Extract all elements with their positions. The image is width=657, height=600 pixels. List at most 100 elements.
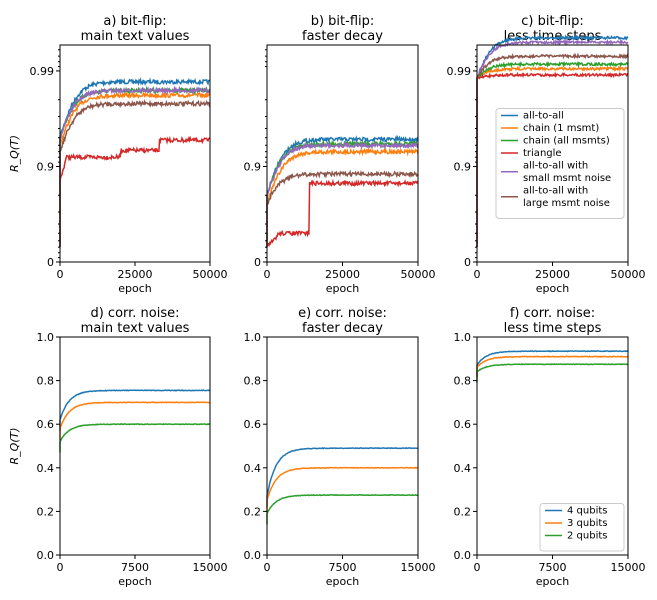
chart-subtitle: main text values <box>81 29 190 44</box>
legend-label: all-to-all with <box>523 186 588 197</box>
x-tick-label: 0 <box>57 561 64 574</box>
x-tick-label: 50000 <box>401 268 436 281</box>
plot-frame <box>59 336 211 556</box>
series-line-triangle <box>266 178 419 248</box>
y-tick-label: 0 <box>254 256 261 269</box>
y-axis-label: R_Q(T) <box>8 135 21 172</box>
x-tick-label: 0 <box>474 561 481 574</box>
x-tick-label: 25000 <box>535 268 570 281</box>
y-tick-label: 0.4 <box>37 462 55 475</box>
y-tick-label: 0 <box>464 256 471 269</box>
x-axis-label: epoch <box>326 575 360 588</box>
series-line-all-to-all-with-small-msmt-noise <box>266 140 419 247</box>
legend-box <box>495 108 625 219</box>
x-axis-label: epoch <box>326 282 360 295</box>
chart-subtitle: less time steps <box>504 321 602 336</box>
legend-label: chain (all msmts) <box>523 136 610 147</box>
y-tick-label: 0.9 <box>37 160 55 173</box>
panel-f: f) corr. noise:less time steps 0 7500 15000… <box>454 306 646 588</box>
series-line-chain-1-msmt- <box>59 91 211 247</box>
series-line-4-qubits <box>476 349 629 377</box>
legend-box <box>539 503 625 552</box>
series-line-chain-all-msmts- <box>476 60 629 247</box>
series-line-2-qubits <box>266 493 418 525</box>
series-line-all-to-all <box>266 134 419 247</box>
y-tick-label: 1.0 <box>37 331 55 344</box>
x-tick-label: 50000 <box>611 268 646 281</box>
series-line-4-qubits <box>266 447 419 507</box>
chart-subtitle: main text values <box>81 321 190 336</box>
series-line-3-qubits <box>266 466 419 512</box>
x-tick-label: 25000 <box>118 268 153 281</box>
y-tick-label: 0.2 <box>454 505 472 518</box>
series-line-all-to-all <box>59 76 211 247</box>
legend-label: 3 qubits <box>567 518 607 529</box>
x-axis-label: epoch <box>536 575 570 588</box>
legend-label: 4 qubits <box>567 506 607 517</box>
chart-title: d) corr. noise: <box>90 306 179 321</box>
y-tick-label: 0 <box>47 256 54 269</box>
series-line-triangle <box>476 71 629 247</box>
x-tick-label: 0 <box>264 561 271 574</box>
legend-label: large msmt noise <box>523 198 610 209</box>
chart-subtitle: faster decay <box>302 29 383 44</box>
x-axis-label: epoch <box>118 575 152 588</box>
x-axis-label: epoch <box>536 282 570 295</box>
chart-title: e) corr. noise: <box>298 306 387 321</box>
y-tick-label: 0.99 <box>447 65 472 78</box>
y-tick-label: 0.0 <box>37 549 55 562</box>
series-line-chain-1-msmt- <box>266 146 419 247</box>
x-tick-label: 15000 <box>401 561 436 574</box>
series-line-all-to-all-with-large-msmt-noise <box>266 169 419 247</box>
y-tick-label: 0.2 <box>37 505 55 518</box>
series-line-chain-all-msmts- <box>59 85 211 247</box>
x-tick-label: 0 <box>57 268 64 281</box>
y-tick-label: 0.4 <box>454 462 472 475</box>
panel-a: a) bit-flip:main text values 0 25000 50000 e… <box>8 14 228 295</box>
y-axis-label: R_Q(T) <box>8 427 21 464</box>
series-line-all-to-all-with-large-msmt-noise <box>476 52 629 247</box>
y-tick-label: 0.2 <box>244 505 262 518</box>
legend-label: 2 qubits <box>567 531 607 542</box>
y-tick-label: 0.6 <box>244 418 262 431</box>
y-tick-label: 0.8 <box>244 375 262 388</box>
x-tick-label: 7500 <box>539 561 567 574</box>
x-tick-label: 0 <box>474 268 481 281</box>
y-tick-label: 0.6 <box>454 418 472 431</box>
y-tick-label: 1.0 <box>244 331 262 344</box>
y-tick-label: 0.8 <box>454 375 472 388</box>
y-tick-label: 0.9 <box>454 160 472 173</box>
series-line-3-qubits <box>59 401 211 440</box>
series-line-chain-1-msmt- <box>476 65 629 247</box>
y-tick-label: 0.4 <box>244 462 262 475</box>
x-tick-label: 25000 <box>325 268 360 281</box>
x-tick-label: 15000 <box>193 561 228 574</box>
plot-frame <box>266 336 419 556</box>
chart-title: b) bit-flip: <box>311 14 375 29</box>
plot-frame <box>59 44 211 263</box>
series-line-2-qubits <box>476 363 629 383</box>
panel-b: b) bit-flip:faster decay 0 25000 50000 epoch… <box>244 14 436 295</box>
x-tick-label: 0 <box>264 268 271 281</box>
chart-title: c) bit-flip: <box>521 14 583 29</box>
x-axis-label: epoch <box>118 282 152 295</box>
chart-title: a) bit-flip: <box>103 14 166 29</box>
x-tick-label: 7500 <box>121 561 149 574</box>
legend-label: chain (1 msmt) <box>523 123 599 134</box>
series-line-all-to-all-with-large-msmt-noise <box>59 98 211 247</box>
panel-d: d) corr. noise:main text values 0 7500 1500… <box>8 306 228 588</box>
series-line-2-qubits <box>59 422 211 453</box>
legend-label: small msmt noise <box>523 173 611 184</box>
y-tick-label: 1.0 <box>454 331 472 344</box>
y-tick-label: 0.9 <box>244 160 262 173</box>
panel-e: e) corr. noise:faster decay 0 7500 15000 epo… <box>244 306 436 588</box>
series-line-3-qubits <box>476 355 629 379</box>
legend-label: all-to-all <box>523 111 564 122</box>
legend-label: triangle <box>523 148 562 159</box>
y-tick-label: 0.6 <box>37 418 55 431</box>
series-line-all-to-all-with-small-msmt-noise <box>476 38 629 247</box>
x-tick-label: 15000 <box>611 561 646 574</box>
series-line-4-qubits <box>59 389 211 431</box>
